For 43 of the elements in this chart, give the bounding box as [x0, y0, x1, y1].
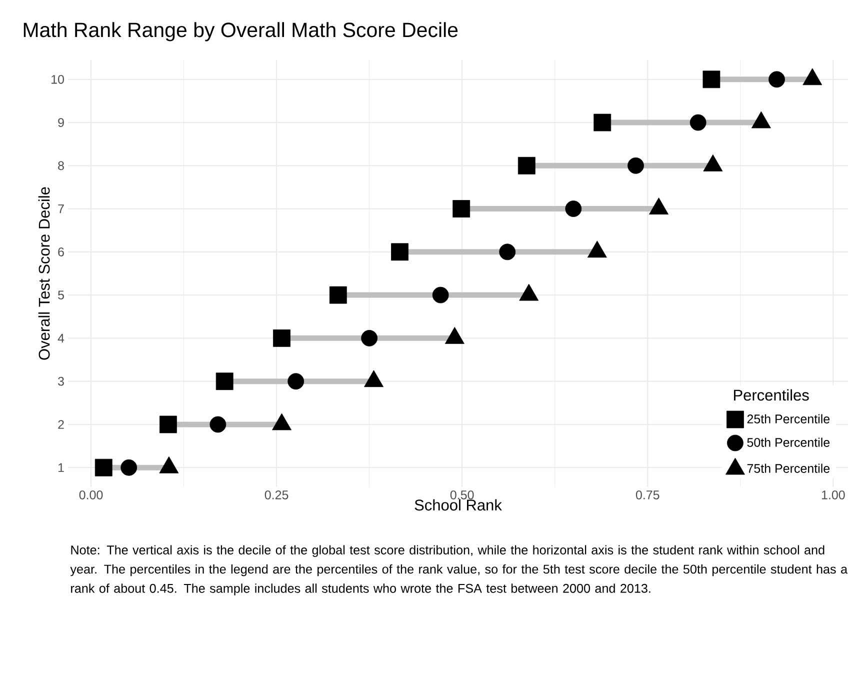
legend-label: 75th Percentile [747, 464, 830, 473]
x-tick-label: 0.00 [79, 490, 103, 500]
y-tick-label: 7 [58, 204, 64, 214]
chart-title: Math Rank Range by Overall Math Score Decile [24, 22, 458, 42]
x-tick-label: 0.25 [264, 490, 288, 500]
y-tick-label: 9 [58, 118, 64, 127]
point [216, 372, 234, 390]
point [518, 156, 536, 174]
y-tick-label: 3 [58, 376, 64, 386]
x-axis-title: School Rank [414, 499, 502, 511]
point [94, 458, 112, 476]
x-tick-label: 0.50 [450, 490, 474, 500]
x-tick-label: 0.75 [636, 490, 660, 500]
point [432, 286, 449, 304]
y-tick-label: 1 [58, 463, 64, 472]
point [499, 244, 516, 260]
point [160, 416, 177, 434]
legend-label: 25th Percentile [747, 414, 830, 424]
point [361, 330, 378, 346]
y-tick-label: 5 [58, 290, 64, 300]
point [391, 243, 408, 261]
y-tick-label: 6 [58, 247, 64, 256]
point [288, 373, 304, 390]
point [628, 157, 644, 174]
y-axis-title: Overall Test Score Decile [38, 187, 50, 360]
point [768, 71, 785, 88]
text: Note: The vertical axis is the decile of the global test score distribution, while the horizontal axis is the student rank within school and year. The percentiles in the legend are the percentiles of the rank value, so for the 5th test score decile the 50th percentile student has a rank of about 0.45. The sample includes all students who wrote the FSA test between 2000 and 2013. [70, 545, 848, 596]
point [329, 286, 347, 304]
point [565, 200, 582, 217]
point [690, 114, 706, 131]
point [210, 416, 226, 433]
point [273, 329, 290, 347]
legend-title: Percentiles [734, 389, 809, 401]
y-tick-label: 10 [52, 74, 64, 84]
point [452, 200, 470, 218]
point [120, 459, 138, 476]
legend-label: 50th Percentile [747, 438, 830, 447]
y-tick-label: 8 [58, 161, 64, 170]
x-tick-label: 1.00 [822, 490, 845, 500]
y-tick-label: 4 [58, 334, 64, 342]
point [594, 114, 612, 132]
point [702, 70, 720, 88]
y-tick-label: 2 [58, 420, 64, 429]
